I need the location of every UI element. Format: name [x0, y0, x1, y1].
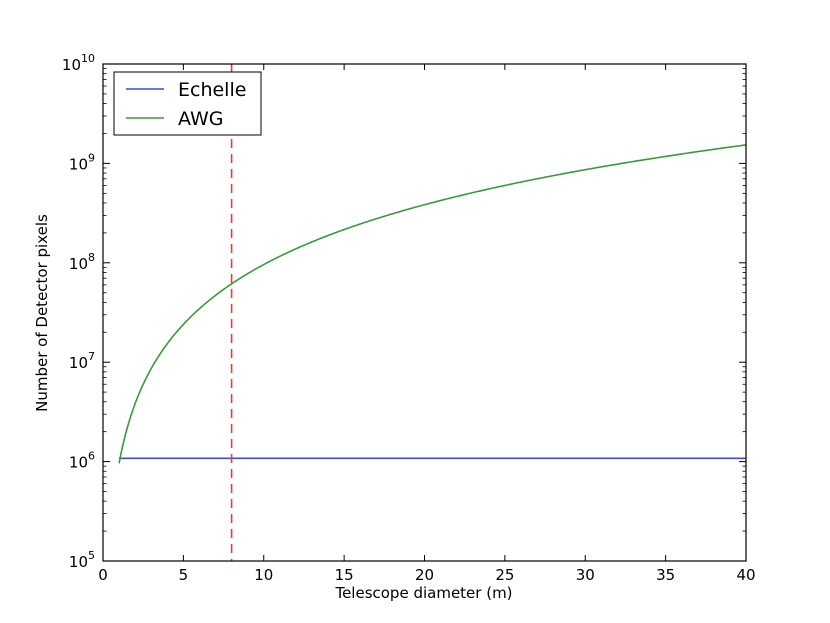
y-tick-label: 107: [69, 350, 95, 372]
y-tick-label-base: 10: [69, 454, 88, 472]
x-tick-label: 25: [495, 566, 514, 584]
y-tick-label-exponent: 7: [88, 350, 95, 363]
x-tick-label: 20: [415, 566, 434, 584]
x-tick-label: 5: [179, 566, 189, 584]
legend-label-echelle: Echelle: [178, 79, 246, 101]
legend: Echelle AWG: [113, 71, 262, 136]
x-tick-label: 35: [656, 566, 675, 584]
legend-label-awg: AWG: [178, 108, 223, 130]
x-axis: 0 5 10 15 20 25 30 35 40: [98, 64, 756, 584]
x-tick-label: 15: [335, 566, 354, 584]
y-tick-label: 109: [69, 151, 95, 173]
x-tick-label: 10: [254, 566, 273, 584]
x-tick-label: 30: [576, 566, 595, 584]
y-tick-label: 105: [69, 549, 95, 571]
series-line-awg: [118, 144, 747, 464]
y-tick-label-base: 10: [62, 56, 81, 74]
y-tick-label-base: 10: [69, 255, 88, 273]
x-tick-label: 0: [98, 566, 108, 584]
y-tick-label-exponent: 10: [81, 52, 95, 65]
y-tick-label: 106: [69, 450, 95, 472]
y-axis-label: Number of Detector pixels: [33, 214, 51, 412]
y-tick-label: 1010: [62, 52, 95, 74]
x-axis-label: Telescope diameter (m): [334, 584, 512, 602]
y-tick-label-exponent: 5: [88, 549, 95, 562]
legend-box: [113, 71, 262, 136]
plot-series: [118, 144, 747, 464]
x-tick-label: 40: [736, 566, 755, 584]
y-tick-label-exponent: 6: [88, 450, 95, 463]
y-tick-label-base: 10: [69, 354, 88, 372]
y-tick-label-base: 10: [69, 155, 88, 173]
y-tick-label-base: 10: [69, 553, 88, 571]
y-tick-label-exponent: 8: [88, 251, 95, 264]
y-tick-label: 108: [69, 251, 95, 273]
y-tick-label-exponent: 9: [88, 151, 95, 164]
